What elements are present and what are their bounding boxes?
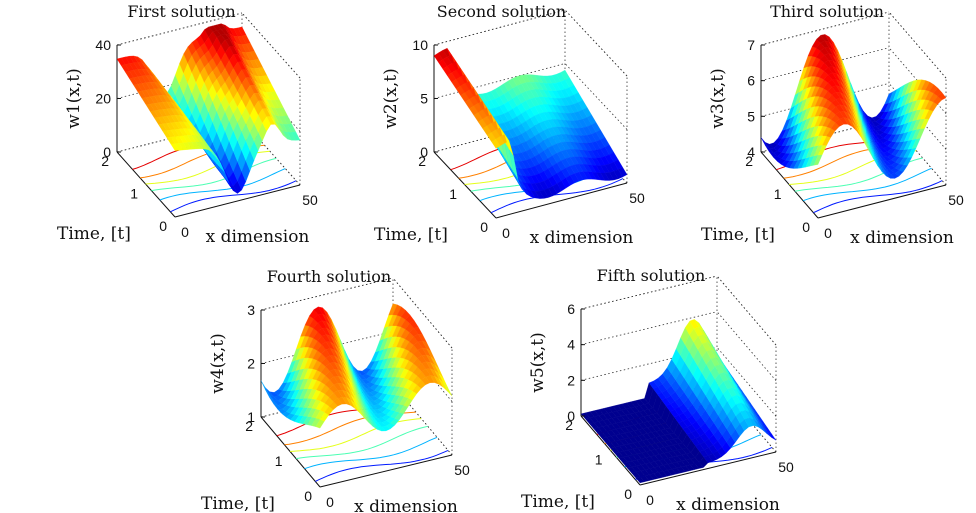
x-tick-label: 0 bbox=[824, 225, 832, 241]
t-axis-label: Time, [t] bbox=[521, 492, 595, 512]
t-axis-label: Time, [t] bbox=[57, 224, 131, 244]
t-tick-label: 0 bbox=[802, 219, 810, 235]
z-tick-label: 2 bbox=[567, 372, 575, 388]
chart-title: Second solution bbox=[437, 2, 566, 21]
x-axis-label: x dimension bbox=[354, 497, 458, 513]
z-tick-label: 4 bbox=[747, 144, 755, 160]
t-tick-label: 1 bbox=[449, 186, 457, 202]
t-axis-label: Time, [t] bbox=[374, 225, 448, 245]
x-axis-label: x dimension bbox=[530, 228, 634, 248]
t-axis-label: Time, [t] bbox=[201, 494, 275, 513]
surface-mesh bbox=[760, 34, 947, 179]
x-tick-label: 0 bbox=[181, 224, 189, 240]
t-tick-label: 1 bbox=[130, 186, 138, 202]
t-tick-label: 1 bbox=[774, 186, 782, 202]
t-tick-label: 1 bbox=[275, 453, 283, 469]
z-tick-label: 7 bbox=[747, 37, 755, 53]
x-tick-label: 50 bbox=[302, 192, 318, 208]
surface-plot-3: 4 5 6 7 0 1 2 0 50 Third solution w3(x,t) Time, [t]… bbox=[701, 2, 964, 248]
t-tick-label: 0 bbox=[624, 486, 632, 502]
t-tick-label: 2 bbox=[101, 153, 109, 169]
z-tick-label: 10 bbox=[412, 37, 428, 53]
x-tick-label: 50 bbox=[454, 462, 470, 478]
t-tick-label: 0 bbox=[480, 219, 488, 235]
x-tick-label: 0 bbox=[326, 494, 334, 510]
x-axis-label: x dimension bbox=[676, 495, 780, 513]
surface-mesh bbox=[433, 48, 628, 199]
x-tick-label: 50 bbox=[629, 190, 645, 206]
z-tick-label: 6 bbox=[747, 73, 755, 89]
surface-mesh bbox=[580, 319, 777, 484]
z-tick-label: 20 bbox=[95, 91, 111, 107]
t-axis-label: Time, [t] bbox=[701, 225, 775, 245]
z-tick-label: 2 bbox=[247, 356, 255, 372]
surface-mesh bbox=[116, 23, 301, 194]
x-tick-label: 50 bbox=[948, 192, 964, 208]
z-tick-label: 5 bbox=[420, 91, 428, 107]
t-tick-label: 2 bbox=[745, 153, 753, 169]
z-tick-label: 1 bbox=[247, 409, 255, 425]
z-tick-label: 3 bbox=[247, 302, 255, 318]
chart-title: Fourth solution bbox=[267, 267, 391, 286]
chart-title: Fifth solution bbox=[597, 266, 706, 285]
x-axis-label: x dimension bbox=[850, 228, 954, 248]
z-tick-label: 6 bbox=[567, 301, 575, 317]
chart-title: Third solution bbox=[770, 2, 884, 21]
t-tick-label: 0 bbox=[304, 488, 312, 504]
t-tick-label: 1 bbox=[595, 452, 603, 468]
t-tick-label: 2 bbox=[565, 417, 573, 433]
z-tick-label: 4 bbox=[567, 337, 575, 353]
surface-mesh bbox=[260, 303, 453, 432]
z-axis-label: w2(x,t) bbox=[381, 68, 401, 128]
z-tick-label: 40 bbox=[95, 37, 111, 53]
z-axis-label: w4(x,t) bbox=[208, 333, 228, 393]
z-axis-label: w1(x,t) bbox=[64, 68, 84, 128]
x-tick-label: 0 bbox=[646, 492, 654, 508]
z-tick-label: 0 bbox=[420, 144, 428, 160]
z-axis-label: w3(x,t) bbox=[708, 68, 728, 128]
z-tick-label: 0 bbox=[567, 408, 575, 424]
t-tick-label: 2 bbox=[245, 418, 253, 434]
x-tick-label: 0 bbox=[502, 225, 510, 241]
x-axis-label: x dimension bbox=[206, 227, 310, 247]
z-tick-label: 0 bbox=[103, 144, 111, 160]
z-tick-label: 5 bbox=[747, 108, 755, 124]
chart-title: First solution bbox=[127, 2, 235, 21]
x-tick-label: 50 bbox=[778, 459, 794, 475]
z-axis-label: w5(x,t) bbox=[528, 332, 548, 392]
t-tick-label: 2 bbox=[418, 153, 426, 169]
t-tick-label: 0 bbox=[159, 218, 167, 234]
